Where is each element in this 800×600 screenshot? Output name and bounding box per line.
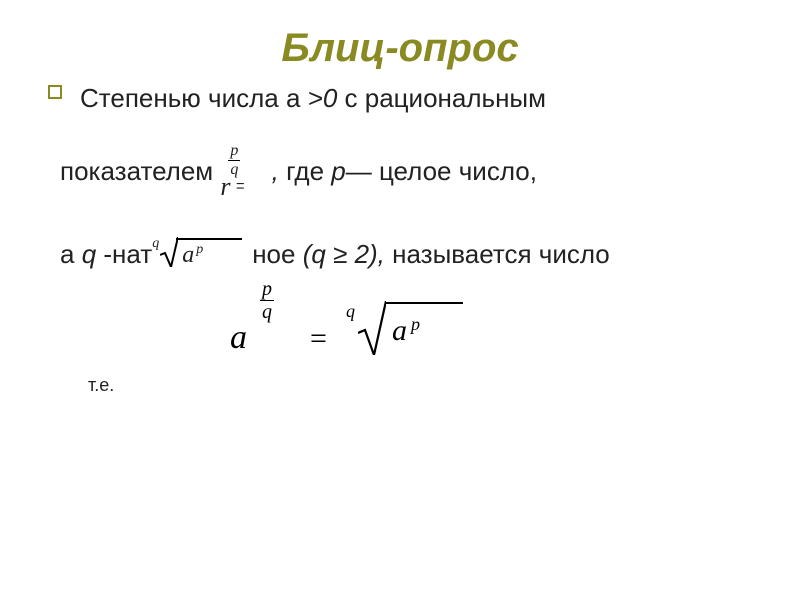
big-eq-sign: =	[310, 321, 327, 358]
big-root-exp: p	[411, 314, 420, 334]
line3-mid1: -нат	[103, 239, 152, 269]
root-sm-radicand: ap	[182, 241, 203, 270]
big-equation: a p q = q ap	[230, 281, 630, 371]
line3-q: q	[82, 239, 104, 269]
root-sm-base: a	[182, 242, 194, 268]
root-sm-idx: q	[152, 235, 159, 252]
slide-title: Блиц-опрос	[0, 0, 800, 83]
slide-body: Степенью числа а >0 с рациональным показ…	[0, 83, 800, 397]
line3-geq: ≥	[333, 239, 355, 269]
line1-pre: Степенью числа а	[80, 83, 308, 113]
line1-post: с рациональным	[345, 83, 546, 113]
req-q: q	[228, 162, 240, 178]
big-root-idx: q	[346, 301, 355, 323]
line-1: Степенью числа а >0 с рациональным	[80, 83, 748, 115]
big-root-base: a	[392, 314, 407, 347]
radical-icon	[160, 237, 178, 267]
line-3: а q -нат q ap ное (q ≥ 2), называется чи…	[60, 237, 748, 275]
line2-pre: показателем	[60, 156, 220, 186]
big-exp-q: q	[260, 302, 274, 322]
line3-two: 2),	[355, 239, 393, 269]
line2-where: где	[286, 156, 331, 186]
root-small: q ap	[152, 237, 252, 275]
slide: Блиц-опрос Степенью числа а >0 с рациона…	[0, 0, 800, 600]
footnote: т.е.	[80, 375, 748, 397]
req-p: p	[228, 143, 240, 159]
big-root: q ap	[350, 295, 490, 361]
line2-sep: ,	[264, 156, 286, 186]
line3-post: называется число	[392, 239, 610, 269]
line2-p: p	[331, 156, 345, 186]
r-equals-fraction: r = p q	[220, 151, 264, 195]
line3-paren: (q	[303, 239, 333, 269]
line3-pre: а	[60, 239, 82, 269]
big-root-radicand: ap	[392, 313, 420, 350]
bullet-icon	[48, 85, 62, 99]
big-exp-frac: p q	[260, 279, 274, 322]
big-exp-p: p	[260, 279, 274, 299]
req-frac: p q	[228, 143, 240, 178]
radical-icon	[358, 301, 386, 355]
line3-mid2: ное	[252, 239, 303, 269]
big-a: a	[230, 317, 247, 358]
line-2: показателем r = p q , где p— целое число…	[60, 151, 748, 195]
root-sm-exp: p	[196, 242, 203, 257]
line1-cond: >0	[308, 83, 345, 113]
line2-post: — целое число,	[346, 156, 537, 186]
